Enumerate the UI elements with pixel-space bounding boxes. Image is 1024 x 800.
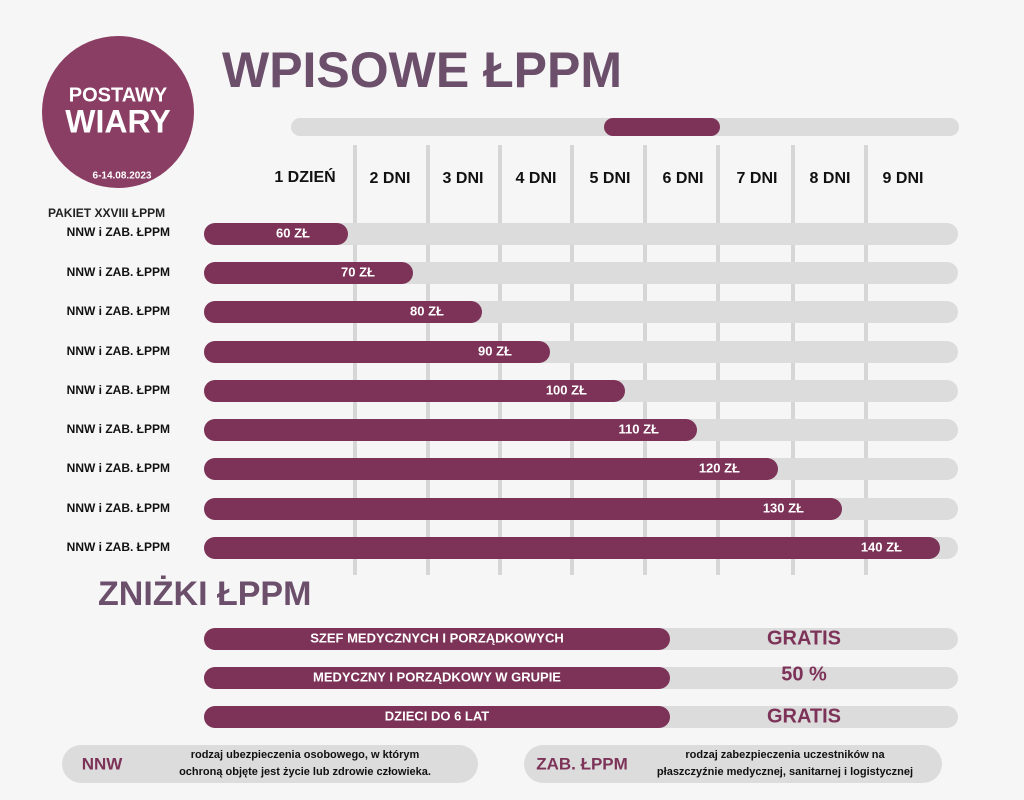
price-bar <box>204 419 697 441</box>
scroll-thumb <box>604 118 720 136</box>
row-label: NNW i ZAB. ŁPPM <box>67 344 170 358</box>
price-bar <box>204 537 940 559</box>
price-label: 120 ZŁ <box>699 460 740 475</box>
column-header: 8 DNI <box>810 170 851 187</box>
price-label: 130 ZŁ <box>763 500 804 515</box>
column-header: 7 DNI <box>737 170 778 187</box>
row-label: NNW i ZAB. ŁPPM <box>67 265 170 279</box>
logo <box>42 36 194 188</box>
price-bar <box>204 498 842 520</box>
price-bar <box>204 262 413 284</box>
discount-value: 50 % <box>781 663 827 685</box>
legend-box <box>524 745 942 783</box>
price-label: 100 ZŁ <box>546 382 587 397</box>
bar-track <box>204 223 958 245</box>
discount-label: DZIECI DO 6 LAT <box>385 708 490 723</box>
section-title: ZNIŻKI ŁPPM <box>98 575 311 613</box>
legend-term: ZAB. ŁPPM <box>536 754 628 773</box>
price-label: 140 ZŁ <box>861 539 902 554</box>
discount-label: SZEF MEDYCZNYCH I PORZĄDKOWYCH <box>310 630 564 645</box>
price-label: 60 ZŁ <box>276 225 310 240</box>
row-label: NNW i ZAB. ŁPPM <box>67 304 170 318</box>
price-label: 70 ZŁ <box>341 264 375 279</box>
price-label: 90 ZŁ <box>478 343 512 358</box>
price-bar <box>204 341 550 363</box>
discount-bar <box>204 628 670 650</box>
price-bar <box>204 301 482 323</box>
legend-description: rodzaj ubezpieczenia osobowego, w którym <box>191 749 420 761</box>
price-bar <box>204 223 348 245</box>
discount-value: GRATIS <box>767 705 841 727</box>
logo-dates: 6-14.08.2023 <box>93 171 152 182</box>
legend-description: rodzaj zabezpieczenia uczestników na <box>685 749 885 761</box>
column-header: 5 DNI <box>590 170 631 187</box>
row-label: NNW i ZAB. ŁPPM <box>67 225 170 239</box>
column-header: 1 DZIEŃ <box>274 167 335 186</box>
legend-box <box>62 745 478 783</box>
column-header: 2 DNI <box>370 170 411 187</box>
legend-description: ochroną objęte jest życie lub zdrowie cz… <box>179 766 431 778</box>
row-label: NNW i ZAB. ŁPPM <box>67 461 170 475</box>
column-header: 9 DNI <box>883 170 924 187</box>
row-label: NNW i ZAB. ŁPPM <box>67 383 170 397</box>
column-header: 3 DNI <box>443 170 484 187</box>
price-bar <box>204 380 625 402</box>
package-label: PAKIET XXVIII ŁPPM <box>48 206 165 220</box>
legend-term: NNW <box>82 754 124 773</box>
discount-label: MEDYCZNY I PORZĄDKOWY W GRUPIE <box>313 669 561 684</box>
discount-bar <box>204 706 670 728</box>
title: WPISOWE ŁPPM <box>222 42 622 98</box>
logo-text: WIARY <box>65 103 170 139</box>
row-label: NNW i ZAB. ŁPPM <box>67 422 170 436</box>
legend-description: płaszczyźnie medycznej, sanitarnej i log… <box>657 766 913 778</box>
column-header: 4 DNI <box>516 170 557 187</box>
logo-text: POSTAWY <box>69 84 168 106</box>
column-header: 6 DNI <box>663 170 704 187</box>
discount-value: GRATIS <box>767 627 841 649</box>
price-bar <box>204 458 778 480</box>
price-label: 80 ZŁ <box>410 303 444 318</box>
price-label: 110 ZŁ <box>619 421 660 436</box>
discount-bar <box>204 667 670 689</box>
row-label: NNW i ZAB. ŁPPM <box>67 501 170 515</box>
row-label: NNW i ZAB. ŁPPM <box>67 540 170 554</box>
